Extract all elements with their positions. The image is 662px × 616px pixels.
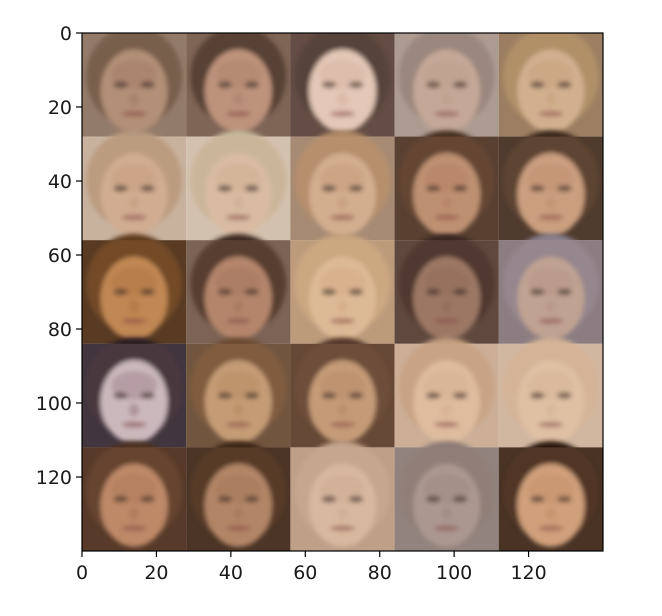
face-tile	[498, 337, 603, 448]
x-tick-label: 80	[368, 562, 392, 584]
face-tile	[290, 441, 395, 551]
x-tick-label: 40	[219, 562, 243, 584]
face-tile	[394, 337, 499, 448]
face-tile	[186, 33, 291, 137]
face-tile	[394, 33, 499, 137]
y-axis: 0 20 40 60 80 100 120	[36, 23, 82, 489]
y-tick-label: 0	[60, 23, 72, 45]
face-tile	[290, 130, 395, 241]
axes-frame	[81, 32, 604, 552]
face-tile	[186, 337, 291, 448]
face-tile	[498, 441, 603, 551]
face-tile	[82, 441, 187, 551]
face-tile	[186, 130, 291, 241]
face-tile	[394, 441, 499, 551]
face-tile	[394, 130, 499, 241]
x-tick-label: 100	[436, 562, 472, 584]
face-tile	[82, 33, 187, 137]
x-tick-label: 60	[293, 562, 317, 584]
face-image-grid	[82, 33, 603, 551]
face-tile	[290, 233, 395, 344]
y-tick-label: 60	[48, 245, 72, 267]
y-tick-label: 100	[36, 393, 72, 415]
face-tile	[290, 337, 395, 448]
x-tick-label: 20	[144, 562, 168, 584]
x-tick-label: 0	[76, 562, 88, 584]
y-tick-label: 40	[48, 171, 72, 193]
face-tile	[82, 337, 187, 448]
face-tile	[186, 233, 291, 344]
y-tick-label: 20	[48, 97, 72, 119]
x-tick-label: 120	[510, 562, 546, 584]
face-tile	[498, 130, 603, 241]
y-tick-label: 80	[48, 319, 72, 341]
face-tile	[82, 130, 187, 241]
face-tile	[82, 233, 187, 344]
face-tile	[186, 441, 291, 551]
y-tick-label: 120	[36, 467, 72, 489]
face-tile	[498, 233, 603, 344]
face-tile	[498, 33, 603, 137]
x-axis: 0 20 40 60 80 100 120	[76, 551, 547, 584]
face-tile	[290, 33, 395, 137]
face-tile	[394, 233, 499, 344]
